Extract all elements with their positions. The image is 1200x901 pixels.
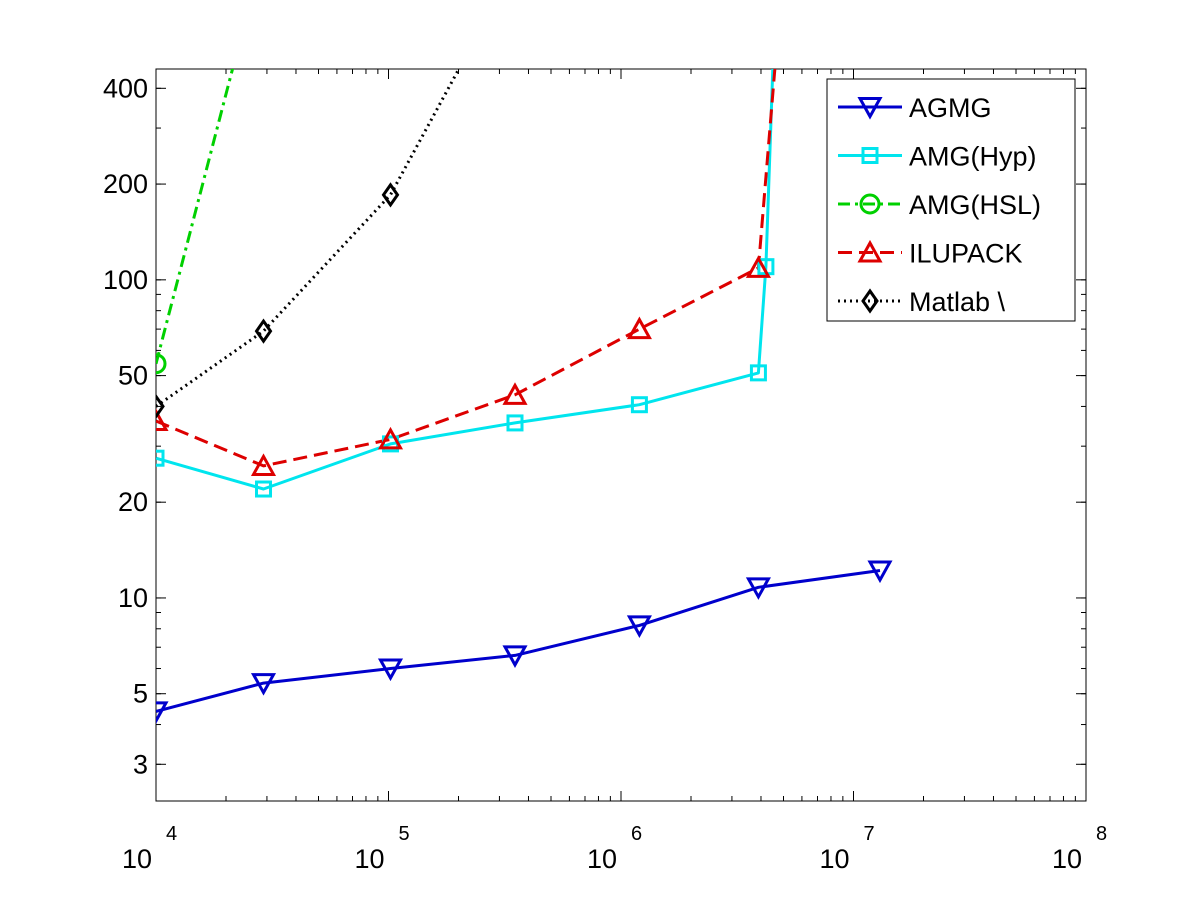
- legend-marker: [859, 193, 881, 215]
- series-line-1: [156, 69, 775, 491]
- axis-ticks: [155, 69, 1087, 801]
- legend-marker: [861, 147, 879, 164]
- legend-label: AMG(HSL): [909, 190, 1041, 220]
- x-tick-exponent: 4: [166, 823, 177, 845]
- marker-layer: [156, 182, 893, 724]
- data-point: [254, 318, 273, 344]
- y-tick-label: 20: [118, 487, 148, 517]
- data-point: [250, 453, 277, 476]
- legend-label: AGMG: [909, 93, 992, 123]
- legend-marker: [861, 288, 879, 314]
- data-point: [506, 414, 524, 432]
- tick-labels: 10 4 10 5 10 6 10 7 10 8 3 5 10 20 50 100 200 400: [103, 73, 1107, 874]
- y-tick-label: 50: [118, 361, 148, 391]
- data-point: [867, 560, 893, 584]
- data-point: [255, 480, 273, 498]
- data-point: [502, 382, 528, 405]
- data-point: [377, 426, 404, 450]
- data-point: [626, 316, 652, 340]
- x-tick-label: 10: [355, 844, 385, 874]
- data-point: [745, 255, 771, 278]
- x-tick-exponent: 8: [1096, 823, 1107, 845]
- data-point: [250, 673, 277, 696]
- data-point: [749, 364, 767, 382]
- legend: AGMG AMG(Hyp) AMG(HSL) ILUPACK Matlab \: [826, 78, 1076, 322]
- data-point: [502, 645, 528, 668]
- series-line-2: [156, 69, 235, 365]
- legend-box: [826, 78, 1076, 322]
- data-point: [745, 577, 771, 600]
- data-point: [626, 615, 652, 638]
- x-tick-exponent: 6: [631, 823, 642, 845]
- data-point: [156, 393, 165, 420]
- y-tick-label: 100: [103, 265, 148, 295]
- y-tick-label: 400: [103, 73, 148, 103]
- x-tick-label: 10: [820, 844, 850, 874]
- data-point: [156, 449, 165, 467]
- legend-label: AMG(Hyp): [909, 142, 1037, 172]
- series-line-4: [156, 69, 461, 408]
- data-point: [156, 353, 167, 375]
- x-tick-exponent: 7: [864, 823, 875, 845]
- data-point: [381, 182, 400, 208]
- y-tick-label: 10: [118, 583, 148, 613]
- data-point: [630, 396, 648, 414]
- series-line-0: [156, 569, 881, 713]
- legend-label: ILUPACK: [909, 239, 1023, 269]
- data-point: [156, 408, 169, 431]
- legend-marker: [857, 239, 883, 263]
- legend-label: Matlab \: [909, 287, 1006, 317]
- data-point: [156, 701, 169, 724]
- x-tick-label: 10: [1052, 844, 1082, 874]
- x-tick-exponent: 5: [399, 823, 410, 845]
- x-tick-label: 10: [122, 844, 152, 874]
- x-tick-label: 10: [587, 844, 617, 874]
- y-tick-label: 3: [133, 749, 148, 779]
- legend-marker: [857, 97, 883, 120]
- y-tick-label: 200: [103, 169, 148, 199]
- y-tick-label: 5: [133, 679, 148, 709]
- data-point: [377, 658, 404, 682]
